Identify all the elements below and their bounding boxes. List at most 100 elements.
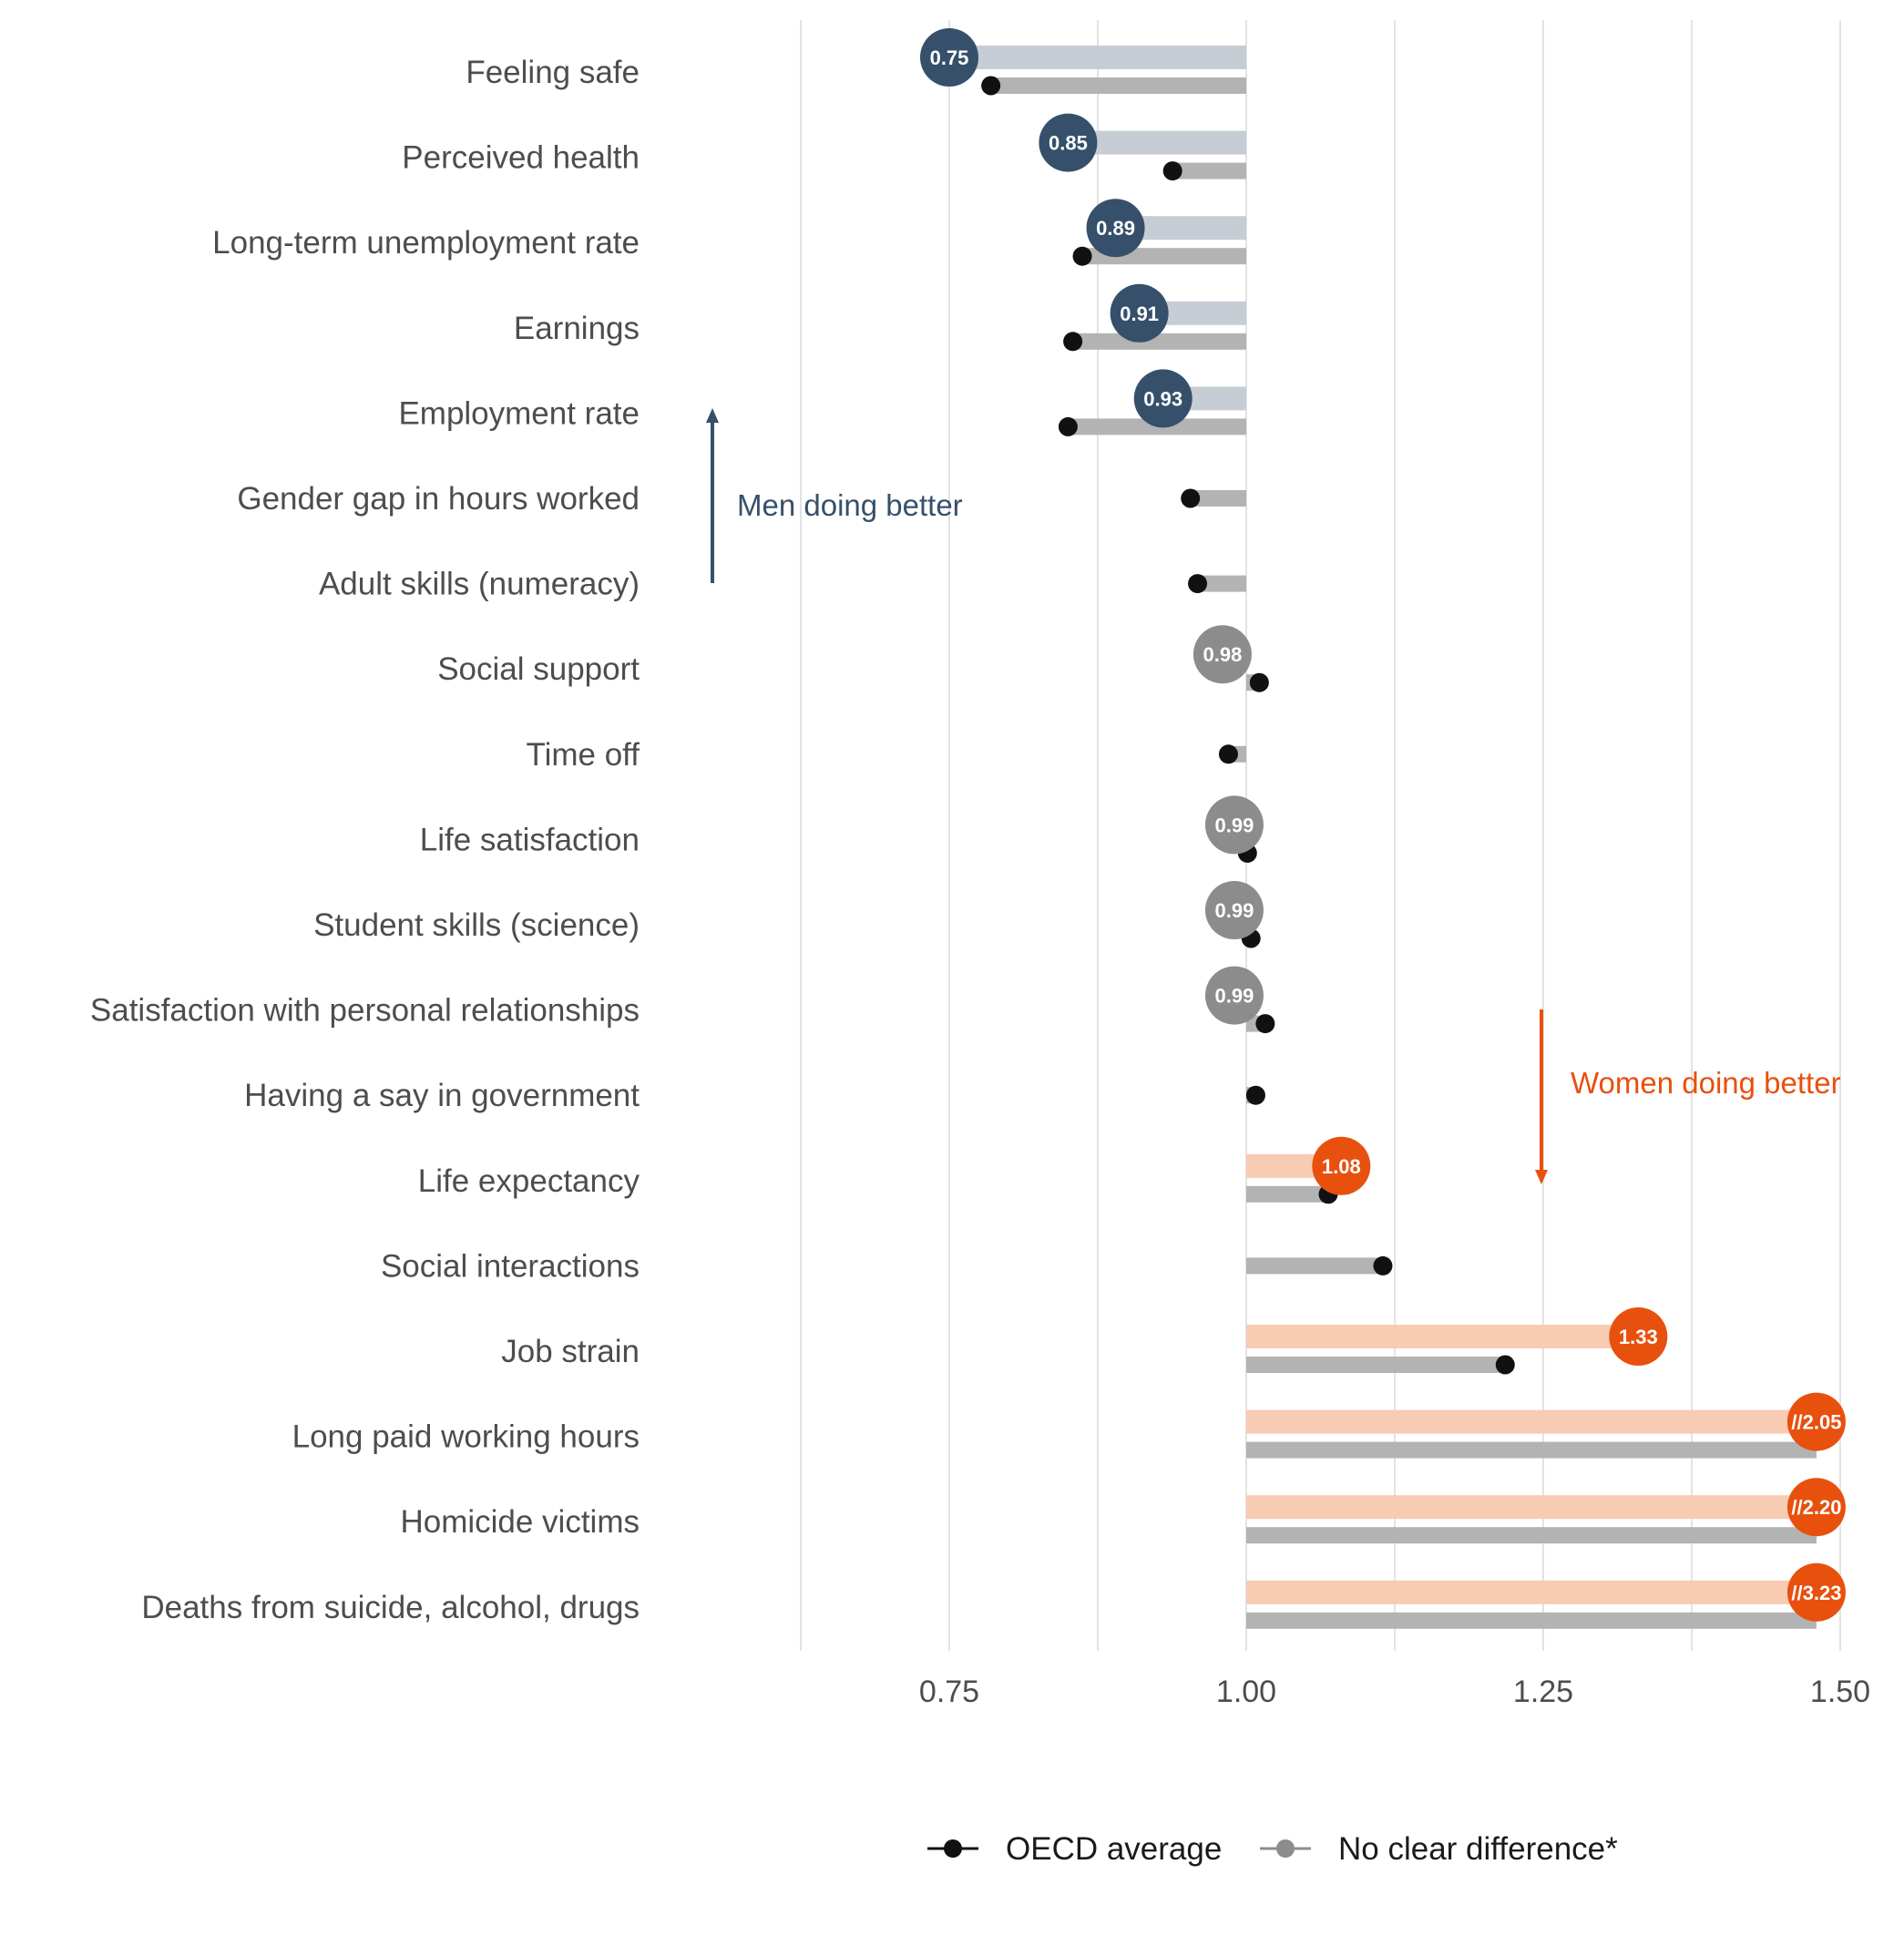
value-bubble: [1110, 283, 1169, 343]
value-bubble-label: 0.99: [1215, 814, 1254, 836]
men-annotation: Men doing better: [706, 408, 963, 583]
value-bubble-label: 0.99: [1215, 985, 1254, 1008]
value-bubble: [1133, 369, 1193, 428]
country-bar: [1246, 1495, 1817, 1520]
category-label: Employment rate: [398, 395, 640, 431]
bars: [949, 46, 1817, 1629]
oecd-bar: [1072, 333, 1246, 350]
x-tick-label: 1.00: [1216, 1675, 1276, 1709]
value-bubble: [1609, 1307, 1668, 1366]
women-annotation: Women doing better: [1535, 1009, 1841, 1184]
category-label: Social support: [437, 651, 640, 687]
value-bubble: [1786, 1562, 1846, 1622]
value-bubble-label: 0.93: [1143, 387, 1182, 410]
legend-neutral-label: No clear difference*: [1338, 1831, 1618, 1867]
value-bubble-label: 0.85: [1049, 132, 1088, 155]
value-bubble: [1193, 625, 1252, 684]
value-bubble-label: //2.05: [1791, 1411, 1841, 1434]
category-label: Feeling safe: [466, 55, 640, 90]
value-bubble: [1786, 1392, 1846, 1451]
category-label: Homicide victims: [400, 1504, 640, 1540]
oecd-dot: [1245, 1085, 1265, 1105]
oecd-bar: [1246, 1257, 1383, 1275]
category-label: Deaths from suicide, alcohol, drugs: [141, 1590, 640, 1625]
value-bubble-label: 0.91: [1120, 302, 1159, 325]
category-label: Satisfaction with personal relationships: [90, 993, 640, 1029]
category-label: Perceived health: [402, 140, 640, 176]
category-label: Social interactions: [381, 1248, 640, 1284]
category-label: Earnings: [514, 311, 640, 346]
country-bar: [1246, 1325, 1639, 1348]
value-bubble: [1312, 1136, 1371, 1195]
country-bar: [1246, 1409, 1817, 1434]
category-label: Life satisfaction: [420, 822, 640, 857]
x-tick-label: 1.50: [1810, 1675, 1870, 1709]
value-bubble-label: 1.08: [1322, 1155, 1361, 1178]
oecd-dot: [1255, 1014, 1275, 1034]
value-bubble: [1204, 966, 1264, 1025]
oecd-bar: [1246, 1357, 1506, 1373]
oecd-dot: [1063, 332, 1083, 352]
category-label: Student skills (science): [313, 907, 640, 943]
oecd-bar: [1190, 490, 1246, 507]
oecd-dot: [981, 76, 1001, 96]
value-bubble: [1086, 199, 1145, 258]
category-label: Adult skills (numeracy): [319, 567, 640, 602]
value-bubble-label: 0.98: [1203, 643, 1243, 666]
marks: 0.75 0.85 0.89 0.91 0.93 0.98 0.99 0.99 0.99 1.08…: [920, 28, 1846, 1622]
legend-oecd-label: OECD average: [1006, 1831, 1222, 1867]
oecd-bar: [1246, 1612, 1817, 1629]
legend-neutral-dot: [1276, 1839, 1295, 1858]
oecd-dot: [1249, 672, 1269, 692]
country-bar: [1068, 130, 1246, 155]
category-label: Time off: [527, 737, 640, 773]
x-tick-label: 1.25: [1513, 1675, 1573, 1709]
category-label: Having a say in government: [244, 1078, 640, 1113]
oecd-bar: [1246, 1185, 1328, 1203]
men-annotation-text: Men doing better: [737, 488, 963, 522]
oecd-bar: [1246, 1527, 1817, 1544]
value-bubble: [1039, 113, 1098, 172]
category-label: Gender gap in hours worked: [237, 481, 640, 517]
legend-oecd-dot: [944, 1839, 962, 1858]
value-bubble-label: 0.89: [1096, 217, 1135, 240]
category-label: Long-term unemployment rate: [212, 225, 640, 261]
oecd-dot: [1373, 1255, 1393, 1275]
country-bar: [949, 46, 1246, 69]
value-bubble: [1204, 795, 1264, 855]
oecd-dot: [1181, 488, 1201, 508]
value-bubble-label: 0.75: [930, 46, 969, 69]
x-axis-ticks: 0.75 1.00 1.25 1.50: [919, 1675, 1870, 1709]
oecd-bar: [990, 77, 1246, 94]
oecd-dot: [1058, 416, 1078, 436]
oecd-dot: [1218, 744, 1238, 764]
oecd-dot: [1072, 246, 1092, 266]
women-annotation-text: Women doing better: [1571, 1066, 1841, 1100]
country-bar: [1246, 1580, 1817, 1604]
category-label: Long paid working hours: [292, 1419, 640, 1455]
value-bubble: [1786, 1478, 1846, 1537]
category-label: Job strain: [501, 1334, 640, 1369]
legend-item-no-clear-difference: No clear difference*: [1260, 1831, 1618, 1867]
value-bubble-label: //3.23: [1791, 1582, 1841, 1604]
category-label: Life expectancy: [418, 1163, 640, 1199]
oecd-bar: [1197, 575, 1246, 592]
x-tick-label: 0.75: [919, 1675, 979, 1709]
oecd-dot: [1162, 161, 1182, 181]
grid-lines: [800, 20, 1841, 1651]
value-bubble-label: 0.99: [1215, 899, 1254, 922]
value-bubble: [1204, 881, 1264, 939]
oecd-dot: [1188, 574, 1208, 594]
category-labels: Feeling safe Perceived health Long-term un…: [90, 55, 640, 1625]
women-arrow-head: [1535, 1170, 1548, 1184]
value-bubble-label: //2.20: [1791, 1496, 1841, 1519]
legend-item-oecd: OECD average: [927, 1831, 1222, 1867]
oecd-bar: [1246, 1441, 1817, 1459]
oecd-dot: [1495, 1355, 1515, 1375]
men-arrow-head: [706, 408, 719, 423]
legend: OECD average No clear difference*: [927, 1831, 1618, 1867]
oecd-bar: [1172, 162, 1246, 179]
value-bubble: [920, 28, 978, 87]
value-bubble-label: 1.33: [1619, 1326, 1658, 1348]
